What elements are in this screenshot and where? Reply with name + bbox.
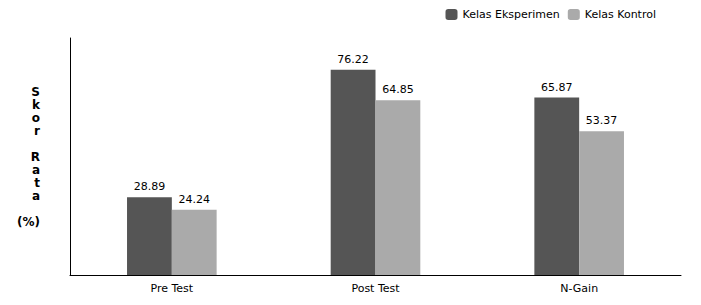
svg-text:N-Gain: N-Gain [560, 282, 598, 295]
svg-text:53.37: 53.37 [586, 114, 618, 127]
svg-text:r: r [34, 124, 40, 138]
svg-text:a: a [32, 189, 40, 203]
svg-text:76.22: 76.22 [337, 53, 369, 66]
svg-text:24.24: 24.24 [178, 193, 210, 206]
svg-text:65.87: 65.87 [541, 81, 573, 94]
svg-text:28.89: 28.89 [134, 180, 166, 193]
svg-text:S: S [31, 85, 40, 99]
svg-text:Post Test: Post Test [351, 282, 400, 295]
svg-text:o: o [32, 111, 40, 125]
svg-text:a: a [32, 163, 40, 177]
svg-text:64.85: 64.85 [382, 83, 414, 96]
svg-text:Kelas Kontrol: Kelas Kontrol [585, 8, 656, 21]
svg-text:k: k [32, 98, 41, 112]
svg-text:(%): (%) [17, 215, 40, 229]
svg-text:t: t [34, 176, 40, 190]
svg-text:R: R [31, 150, 40, 164]
svg-text:Kelas Eksperimen: Kelas Eksperimen [463, 8, 560, 21]
svg-text:Pre Test: Pre Test [151, 282, 194, 295]
